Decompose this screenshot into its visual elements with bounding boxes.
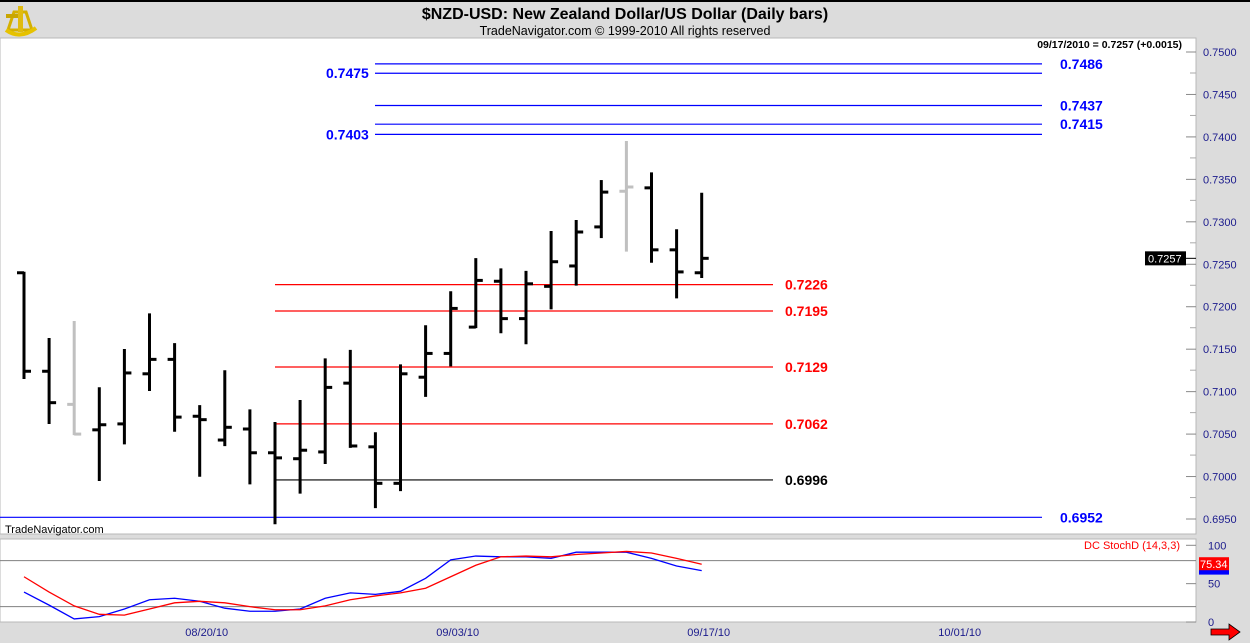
y-tick-label: 0.7350 — [1203, 174, 1237, 186]
ohlc-bar — [594, 180, 609, 239]
ohlc-bar — [343, 349, 358, 448]
ohlc-bar — [393, 364, 408, 492]
ohlc-bar — [67, 321, 82, 436]
level-label: 0.7475 — [326, 65, 369, 81]
level-lines: 0.7486 0.7475 0.7437 0.7415 0.7403 0.7226 0.71… — [0, 56, 1103, 525]
ohlc-bar — [443, 291, 458, 367]
ohlc-bar — [142, 313, 157, 391]
y-tick-label: 0.7200 — [1203, 302, 1237, 314]
ohlc-bar — [544, 231, 559, 310]
level-label: 0.7062 — [785, 416, 828, 432]
level-label: 0.6996 — [785, 472, 828, 488]
ohlc-bar — [493, 268, 508, 334]
stoch-y-tick-label: 100 — [1208, 540, 1226, 552]
ohlc-bar — [694, 192, 709, 279]
last-price-marker: 0.7257 — [1145, 251, 1196, 266]
ohlc-bar — [468, 258, 483, 329]
stoch-lines — [23, 550, 702, 620]
level-label: 0.6952 — [1060, 509, 1103, 525]
top-border — [0, 0, 1250, 2]
y-tick-label: 0.7450 — [1203, 89, 1237, 101]
ohlc-bar — [368, 432, 383, 509]
scroll-right-arrow-icon[interactable] — [1210, 623, 1241, 641]
red-stoch-line — [23, 550, 702, 616]
ohlc-bar — [669, 229, 684, 299]
sextant-icon — [4, 6, 38, 37]
y-tick-label: 0.6950 — [1203, 514, 1237, 526]
last-price-box — [1145, 251, 1186, 266]
stoch-title: DC StochD (14,3,3) — [1084, 540, 1180, 552]
ohlc-bar — [318, 358, 333, 464]
ohlc-bar — [519, 270, 533, 345]
price-panel[interactable] — [0, 37, 1197, 535]
level-label: 0.7437 — [1060, 97, 1103, 113]
ohlc-bar — [17, 271, 31, 380]
ohlc-bar — [117, 349, 132, 445]
chart-title: $NZD-USD: New Zealand Dollar/US Dollar (… — [422, 6, 828, 23]
y-tick-label: 0.7300 — [1203, 217, 1237, 229]
chart-subtitle: TradeNavigator.com © 1999-2010 All right… — [480, 24, 771, 38]
x-tick-label: 10/01/10 — [938, 627, 981, 639]
x-tick-label: 08/20/10 — [185, 627, 228, 639]
y-tick-label: 0.7100 — [1203, 387, 1237, 399]
y-tick-label: 0.7150 — [1203, 344, 1237, 356]
date-axis: 08/20/10 09/03/10 09/17/10 10/01/10 — [185, 627, 981, 639]
stoch-last-label: 75.34 — [1200, 559, 1228, 571]
ohlc-bar — [418, 325, 433, 397]
ohlc-bar — [293, 399, 308, 494]
price-bars — [17, 141, 709, 525]
level-label: 0.7415 — [1060, 116, 1103, 132]
level-label: 0.7195 — [785, 303, 828, 319]
level-label: 0.7226 — [785, 277, 828, 293]
x-tick-label: 09/17/10 — [687, 627, 730, 639]
blue-stoch-line — [23, 551, 702, 620]
ohlc-bar — [217, 370, 232, 447]
x-tick-label: 09/03/10 — [436, 627, 479, 639]
stoch-y-tick-label: 50 — [1208, 579, 1220, 591]
quote-readout: 09/17/2010 = 0.7257 (+0.0015) — [1037, 39, 1182, 51]
stoch-axis: 100 50 0 — [0, 540, 1226, 629]
level-label: 0.7129 — [785, 359, 828, 375]
ohlc-bar — [644, 172, 659, 263]
ohlc-bar — [192, 405, 207, 477]
y-tick-label: 0.7250 — [1203, 259, 1237, 271]
stoch-panel[interactable] — [0, 538, 1197, 623]
y-tick-label: 0.7000 — [1203, 472, 1237, 484]
y-tick-label: 0.7050 — [1203, 429, 1237, 441]
y-tick-label: 0.7500 — [1203, 47, 1237, 59]
level-label: 0.7486 — [1060, 56, 1103, 72]
stoch-y-tick-label: 0 — [1208, 617, 1214, 629]
ohlc-bar — [569, 219, 584, 286]
ohlc-bar — [619, 141, 634, 252]
stoch-last-marker: 75.34 — [1199, 557, 1229, 575]
stoch-last-box — [1199, 557, 1229, 571]
y-tick-label: 0.7400 — [1203, 132, 1237, 144]
ohlc-bar — [167, 343, 182, 432]
ohlc-bar — [92, 387, 107, 481]
ohlc-bar — [242, 409, 257, 485]
ohlc-bar — [42, 337, 57, 425]
watermark-text: TradeNavigator.com — [5, 524, 104, 536]
level-label: 0.7403 — [326, 126, 369, 142]
ohlc-bar — [268, 422, 282, 525]
price-axis: 0.7500 0.7450 0.7400 0.7350 0.7300 0.7250 0.72… — [1186, 47, 1237, 541]
last-price-label: 0.7257 — [1148, 253, 1182, 265]
